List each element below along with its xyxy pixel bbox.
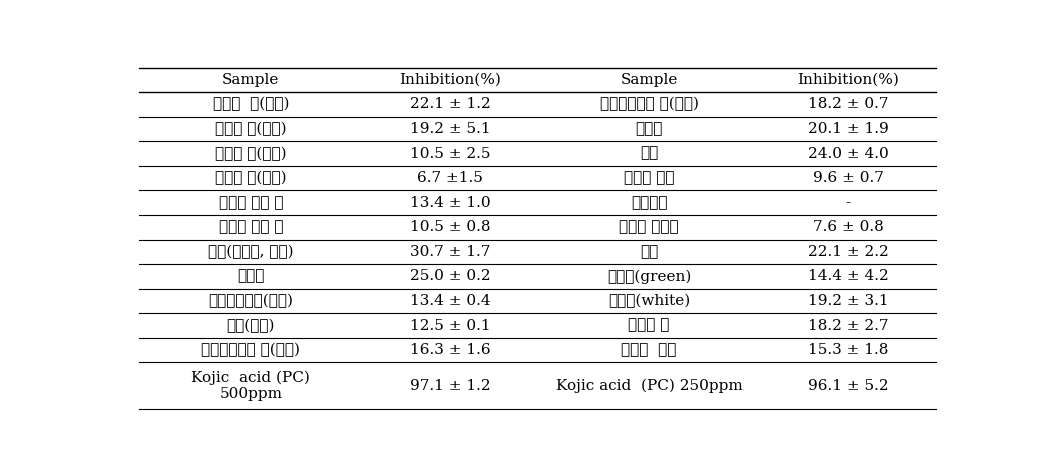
Text: 차요테(green): 차요테(green) <box>607 269 691 284</box>
Text: 30.7 ± 1.7: 30.7 ± 1.7 <box>410 245 490 259</box>
Text: 인디안시금치 청(강원): 인디안시금치 청(강원) <box>201 343 300 357</box>
Text: Kojic acid  (PC) 250ppm: Kojic acid (PC) 250ppm <box>556 379 743 393</box>
Text: Kojic  acid (PC)
500ppm: Kojic acid (PC) 500ppm <box>191 371 311 401</box>
Text: 18.2 ± 0.7: 18.2 ± 0.7 <box>808 97 889 111</box>
Text: 공심채: 공심채 <box>636 122 663 136</box>
Text: 13.4 ± 0.4: 13.4 ± 0.4 <box>410 294 490 308</box>
Text: 22.1 ± 1.2: 22.1 ± 1.2 <box>409 97 490 111</box>
Text: 파파야 잎줄기: 파파야 잎줄기 <box>619 220 679 234</box>
Text: 18.2 ± 2.7: 18.2 ± 2.7 <box>808 319 889 333</box>
Text: 9.6 ± 0.7: 9.6 ± 0.7 <box>813 171 883 185</box>
Text: 카둔잎 개화 후: 카둔잎 개화 후 <box>218 220 283 234</box>
Text: 차요테(white): 차요테(white) <box>608 294 690 308</box>
Text: 15.3 ± 1.8: 15.3 ± 1.8 <box>808 343 889 357</box>
Text: 여주(드레곤, 전남): 여주(드레곤, 전남) <box>208 245 294 259</box>
Text: 97.1 ± 1.2: 97.1 ± 1.2 <box>410 379 490 393</box>
Text: 오크라  청(제주): 오크라 청(제주) <box>213 97 290 111</box>
Text: 10.5 ± 2.5: 10.5 ± 2.5 <box>410 147 490 160</box>
Text: -: - <box>845 196 851 210</box>
Text: 인디안시금치 적(강원): 인디안시금치 적(강원) <box>600 97 699 111</box>
Text: 12.5 ± 0.1: 12.5 ± 0.1 <box>410 319 490 333</box>
Text: 19.2 ± 5.1: 19.2 ± 5.1 <box>410 122 490 136</box>
Text: 22.1 ± 2.2: 22.1 ± 2.2 <box>808 245 889 259</box>
Text: 절성백: 절성백 <box>237 270 264 284</box>
Text: 롱빈(강원): 롱빈(강원) <box>227 319 275 333</box>
Text: 지팡이강낭콩(강원): 지팡이강낭콩(강원) <box>209 294 294 308</box>
Text: Inhibition(%): Inhibition(%) <box>399 73 501 87</box>
Text: Sample: Sample <box>620 73 678 87</box>
Text: 7.6 ± 0.8: 7.6 ± 0.8 <box>813 220 883 234</box>
Text: 16.3 ± 1.6: 16.3 ± 1.6 <box>410 343 490 357</box>
Text: 오크라 적(제주): 오크라 적(제주) <box>215 122 286 136</box>
Text: 13.4 ± 1.0: 13.4 ± 1.0 <box>410 196 490 210</box>
Text: 25.0 ± 0.2: 25.0 ± 0.2 <box>410 270 490 284</box>
Text: 파파야잎: 파파야잎 <box>630 196 667 210</box>
Text: 24.0 ± 4.0: 24.0 ± 4.0 <box>808 147 889 160</box>
Text: 등삼칠  뿌리: 등삼칠 뿌리 <box>621 343 677 357</box>
Text: 19.2 ± 3.1: 19.2 ± 3.1 <box>808 294 889 308</box>
Text: 오크라 적(강원): 오크라 적(강원) <box>215 171 286 185</box>
Text: 20.1 ± 1.9: 20.1 ± 1.9 <box>808 122 889 136</box>
Text: Sample: Sample <box>222 73 279 87</box>
Text: 등삼칠 잎: 등삼칠 잎 <box>628 319 670 333</box>
Text: 96.1 ± 5.2: 96.1 ± 5.2 <box>808 379 889 393</box>
Text: 암빈: 암빈 <box>640 245 659 259</box>
Text: 10.5 ± 0.8: 10.5 ± 0.8 <box>410 220 490 234</box>
Text: 여주: 여주 <box>640 147 659 160</box>
Text: 카둔잎 개화 전: 카둔잎 개화 전 <box>218 196 283 210</box>
Text: 오크라 청(강원): 오크라 청(강원) <box>215 146 286 160</box>
Text: 파파야 열매: 파파야 열매 <box>624 171 675 185</box>
Text: 14.4 ± 4.2: 14.4 ± 4.2 <box>808 270 889 284</box>
Text: Inhibition(%): Inhibition(%) <box>797 73 899 87</box>
Text: 6.7 ±1.5: 6.7 ±1.5 <box>418 171 483 185</box>
